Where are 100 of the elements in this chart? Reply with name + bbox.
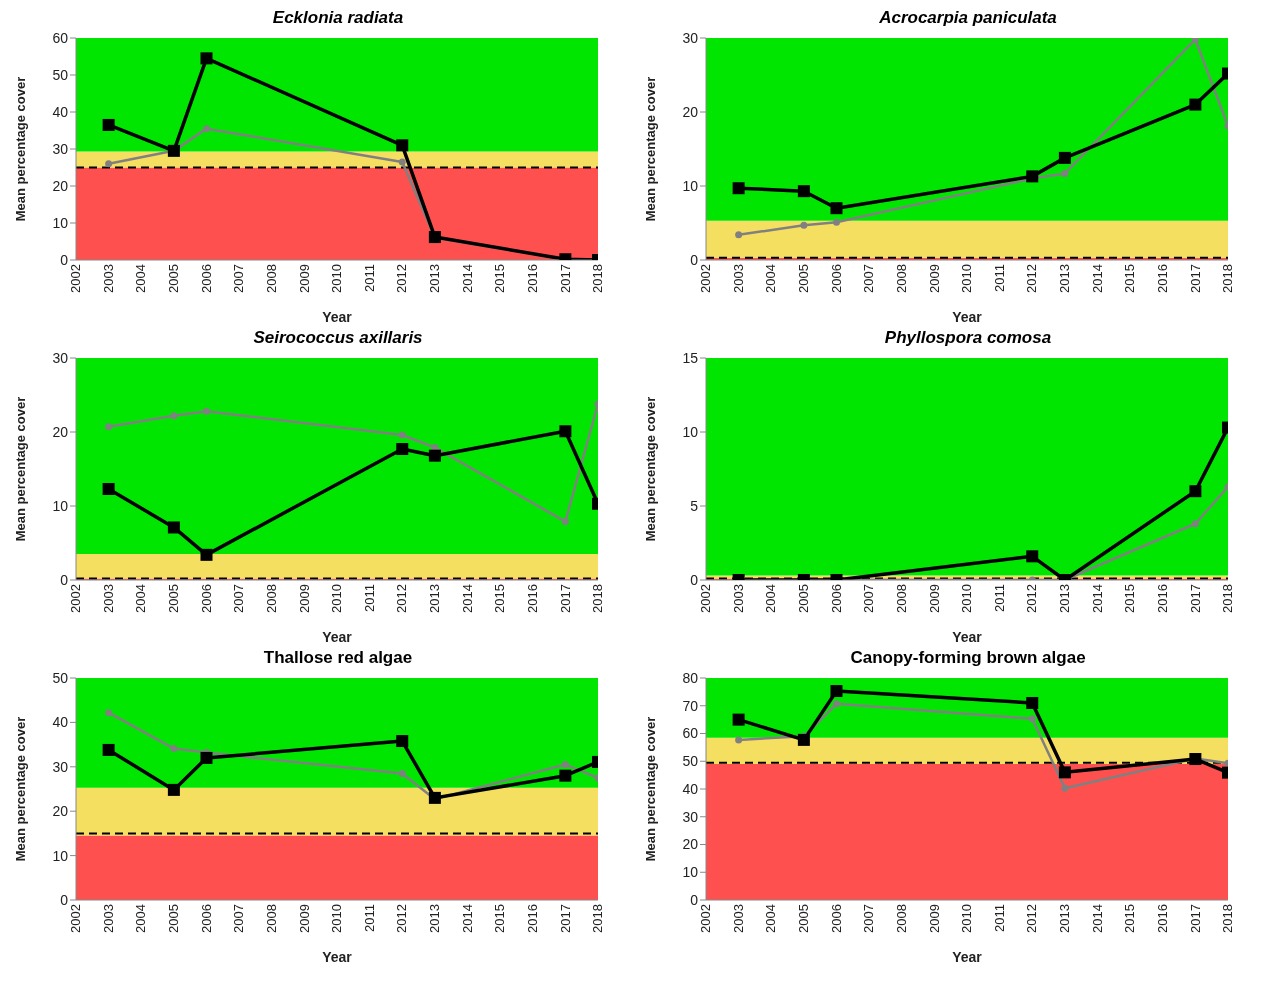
point [170, 412, 178, 420]
x-tick-label: 2016 [524, 264, 540, 293]
x-tick-label: 2002 [68, 584, 84, 613]
point [102, 743, 115, 756]
y-tick-label: 60 [682, 725, 699, 742]
y-tick-label: 50 [52, 669, 69, 686]
x-tick-label: 2013 [427, 584, 443, 613]
y-tick-label: 0 [60, 891, 69, 908]
x-tick-label: 2018 [590, 264, 606, 293]
x-tick-label: 2012 [394, 264, 410, 293]
x-tick-label: 2017 [557, 904, 573, 933]
point [105, 709, 113, 717]
x-tick-label: 2010 [959, 904, 975, 933]
point [398, 158, 406, 166]
x-tick-label: 2005 [796, 584, 812, 613]
x-tick-label: 2008 [263, 904, 279, 933]
y-tick-label: 70 [682, 697, 699, 714]
x-tick-label: 2016 [1154, 264, 1170, 293]
point [105, 160, 113, 168]
x-tick-label: 2006 [828, 584, 844, 613]
x-tick-label: 2009 [296, 584, 312, 613]
x-tick-label: 2015 [492, 904, 508, 933]
point [396, 735, 409, 748]
point [200, 548, 213, 561]
y-axis-title: Mean percentage cover [642, 716, 658, 862]
x-tick-label: 2004 [763, 904, 779, 933]
x-tick-label: 2002 [698, 904, 714, 933]
point [1061, 784, 1069, 792]
point [200, 751, 213, 764]
point [428, 449, 441, 462]
point [559, 425, 572, 438]
x-tick-label: 2005 [166, 904, 182, 933]
chart-title: Seirococcus axillaris [253, 328, 423, 347]
x-tick-label: 2013 [1057, 264, 1073, 293]
x-tick-label: 2010 [329, 264, 345, 293]
x-tick-label: 2012 [1024, 904, 1040, 933]
point [1061, 169, 1069, 177]
point [200, 52, 213, 65]
x-tick-label: 2003 [100, 904, 116, 933]
x-tick-label: 2011 [361, 584, 377, 612]
x-tick-label: 2017 [1187, 584, 1203, 613]
x-tick-label: 2018 [1220, 264, 1236, 293]
point [833, 700, 840, 708]
point [1026, 696, 1039, 709]
x-tick-label: 2005 [166, 264, 182, 293]
x-tick-label: 2004 [133, 904, 149, 933]
x-tick-label: 2012 [394, 904, 410, 933]
x-tick-label: 2007 [231, 264, 247, 293]
y-tick-label: 10 [52, 847, 69, 864]
x-tick-label: 2017 [557, 584, 573, 613]
x-tick-label: 2009 [926, 584, 942, 613]
x-tick-label: 2011 [361, 264, 377, 292]
chart-title: Acrocarpia paniculata [879, 8, 1057, 27]
x-tick-label: 2008 [263, 264, 279, 293]
x-tick-label: 2014 [1089, 264, 1105, 293]
x-tick-label: 2016 [1154, 584, 1170, 613]
x-tick-label: 2002 [68, 264, 84, 293]
point [1058, 766, 1071, 779]
x-tick-label: 2010 [959, 584, 975, 613]
x-tick-label: 2002 [68, 904, 84, 933]
y-tick-label: 30 [52, 140, 69, 157]
x-tick-label: 2003 [730, 904, 746, 933]
x-tick-label: 2006 [828, 264, 844, 293]
point [1026, 170, 1039, 183]
y-axis-title: Mean percentage cover [642, 76, 658, 222]
point [396, 139, 409, 152]
x-tick-label: 2007 [231, 904, 247, 933]
y-tick-label: 30 [682, 808, 699, 825]
y-tick-label: 0 [690, 891, 699, 908]
y-axis-title: Mean percentage cover [642, 396, 658, 542]
point [561, 518, 569, 526]
x-tick-label: 2004 [763, 264, 779, 293]
chart-title: Canopy-forming brown algae [850, 648, 1086, 667]
x-tick-label: 2017 [1187, 904, 1203, 933]
x-tick-label: 2005 [796, 264, 812, 293]
x-tick-label: 2003 [730, 584, 746, 613]
x-tick-label: 2005 [166, 584, 182, 613]
chart-title: Thallose red algae [263, 648, 413, 667]
x-tick-label: 2015 [1122, 264, 1138, 293]
x-tick-label: 2007 [861, 904, 877, 933]
y-tick-label: 0 [690, 251, 699, 268]
x-tick-label: 2008 [893, 264, 909, 293]
point [1189, 98, 1202, 111]
x-tick-label: 2002 [698, 584, 714, 613]
chart-title: Phyllospora comosa [884, 328, 1052, 347]
x-tick-label: 2015 [1122, 904, 1138, 933]
y-tick-label: 30 [52, 349, 69, 366]
point [797, 185, 810, 198]
x-tick-label: 2007 [231, 584, 247, 613]
x-tick-label: 2007 [861, 264, 877, 293]
point [203, 125, 210, 133]
x-tick-label: 2006 [198, 904, 214, 933]
x-tick-label: 2007 [861, 584, 877, 613]
x-tick-label: 2002 [698, 264, 714, 293]
y-tick-label: 20 [682, 836, 699, 853]
x-tick-label: 2012 [1024, 264, 1040, 293]
x-tick-label: 2010 [329, 584, 345, 613]
point [735, 231, 743, 239]
x-tick-label: 2008 [893, 904, 909, 933]
y-tick-label: 30 [52, 758, 69, 775]
